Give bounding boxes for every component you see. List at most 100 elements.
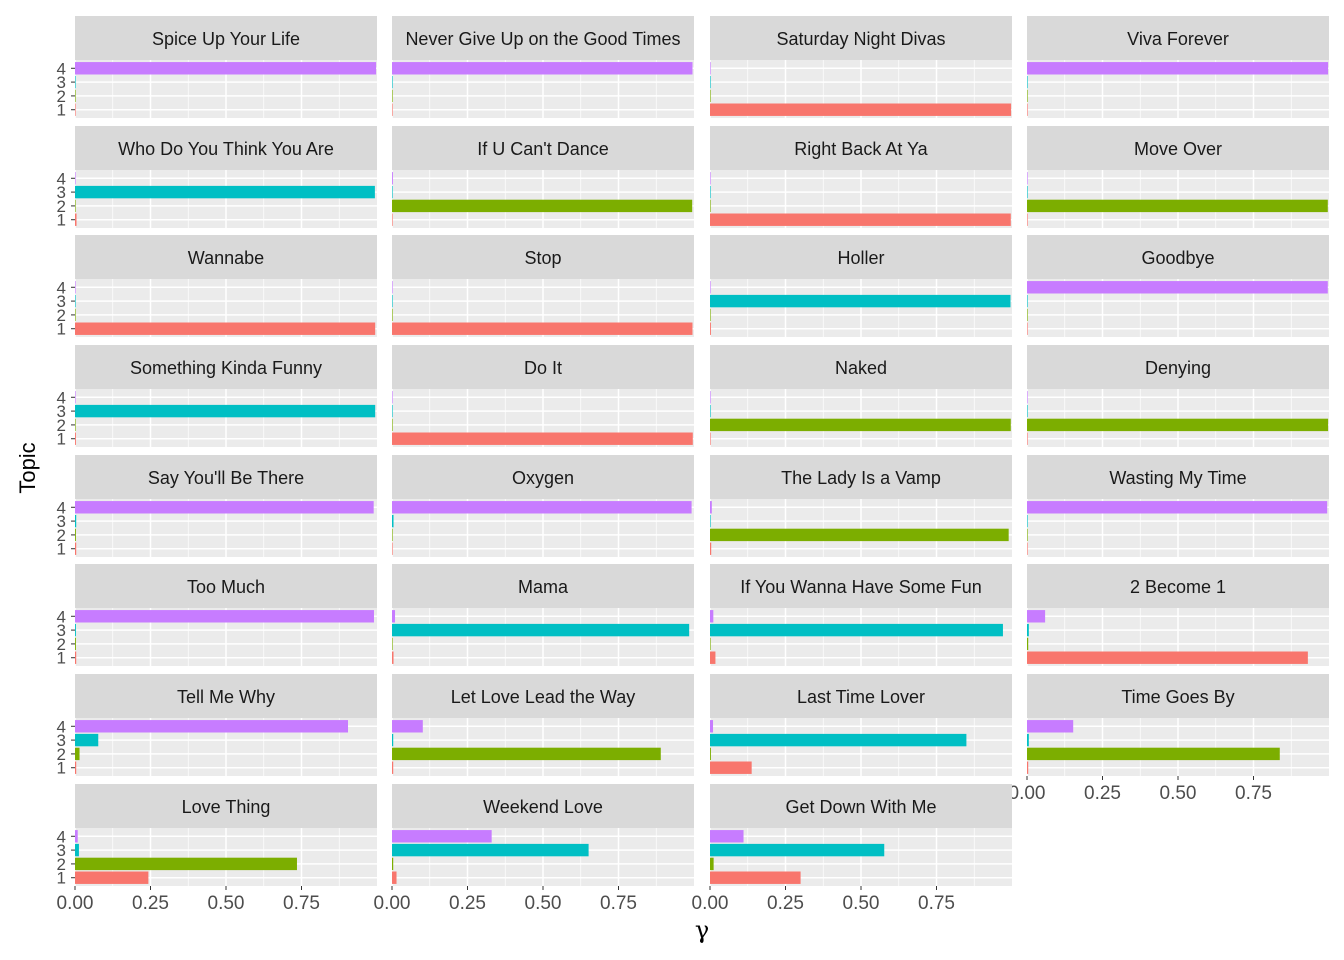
y-tick-label: 3: [57, 512, 66, 531]
facet-panel: If U Can't Dance: [391, 126, 694, 228]
y-tick-label: 3: [57, 621, 66, 640]
facet-strip: [392, 126, 694, 170]
facet-title: Last Time Lover: [797, 687, 925, 707]
facet-strip: [710, 455, 1012, 499]
bar-topic-3: [710, 185, 711, 199]
facet-panel: Move Over: [1026, 126, 1329, 228]
facet-panel: 2 Become 1: [1026, 564, 1329, 666]
facet-panel: Get Down With Me 0.00 0.25 0.50 0.75: [692, 784, 1012, 914]
bar-topic-1: [75, 103, 76, 116]
bar-topic-4: [1027, 391, 1028, 404]
facet-title: Never Give Up on the Good Times: [405, 29, 680, 49]
bar-topic-3: [1027, 404, 1028, 418]
bar-topic-2: [75, 857, 297, 871]
y-tick-label: 2: [57, 745, 66, 764]
x-tick-label: 0.00: [57, 893, 94, 914]
bar-topic-3: [710, 514, 711, 528]
bar-topic-4: [75, 830, 78, 843]
facet-title: Something Kinda Funny: [130, 358, 322, 378]
facet-panel: The Lady Is a Vamp: [709, 455, 1012, 557]
y-tick-label: 3: [57, 183, 66, 202]
y-tick-label: 3: [57, 73, 66, 92]
bar-topic-1: [1027, 542, 1028, 555]
bar-topic-1: [392, 871, 397, 884]
bar-topic-4: [75, 62, 377, 75]
bar-topic-1: [392, 432, 693, 445]
y-tick-label: 1: [57, 320, 66, 339]
facet-title: Do It: [524, 358, 562, 378]
facet-strip: [75, 784, 377, 828]
facet-title: Say You'll Be There: [148, 468, 304, 488]
facet-strip: [710, 345, 1012, 389]
x-tick-label: 0.25: [449, 893, 486, 914]
bar-topic-4: [75, 501, 374, 514]
bar-topic-1: [75, 432, 76, 445]
bar-topic-2: [1027, 308, 1028, 322]
facet-strip: [392, 455, 694, 499]
bar-topic-2: [392, 528, 393, 542]
facet-strip: [392, 674, 694, 718]
bar-topic-4: [392, 501, 692, 514]
bar-topic-3: [75, 294, 76, 308]
bar-topic-4: [710, 720, 714, 733]
facet-strip: [710, 784, 1012, 828]
facet-panel: Wasting My Time: [1026, 455, 1329, 557]
bar-topic-1: [392, 651, 394, 664]
facet-strip: [1027, 674, 1329, 718]
bar-topic-2: [710, 89, 711, 103]
bar-topic-3: [75, 733, 99, 747]
facet-strip: [75, 674, 377, 718]
facet-strip: [75, 345, 377, 389]
bar-topic-3: [1027, 185, 1028, 199]
bar-topic-4: [710, 830, 744, 843]
bar-topic-2: [75, 747, 80, 761]
bar-topic-3: [392, 733, 394, 747]
bar-topic-2: [392, 637, 393, 651]
bar-topic-2: [710, 857, 714, 871]
bar-topic-2: [75, 308, 76, 322]
bar-topic-2: [1027, 89, 1028, 103]
facet-title: Who Do You Think You Are: [118, 139, 334, 159]
bar-topic-2: [75, 528, 76, 542]
bar-topic-4: [710, 391, 711, 404]
y-tick-label: 2: [57, 526, 66, 545]
y-tick-label: 2: [57, 635, 66, 654]
x-tick-label: 0.25: [132, 893, 169, 914]
y-tick-label: 4: [57, 278, 66, 297]
facet-title: Viva Forever: [1127, 29, 1229, 49]
bar-topic-1: [392, 761, 394, 774]
y-tick-label: 2: [57, 197, 66, 216]
x-axis-title: γ: [695, 916, 709, 944]
facet-title: The Lady Is a Vamp: [781, 468, 941, 488]
bar-topic-1: [392, 213, 393, 226]
bar-topic-4: [392, 172, 393, 185]
bar-topic-2: [392, 199, 693, 213]
bar-topic-3: [710, 623, 1003, 637]
bar-topic-1: [710, 432, 711, 445]
bar-topic-2: [1027, 528, 1028, 542]
bar-topic-4: [392, 720, 423, 733]
bar-topic-4: [392, 62, 693, 75]
facet-strip: [392, 235, 694, 279]
facet-title: Move Over: [1134, 139, 1222, 159]
bar-topic-1: [710, 651, 716, 664]
facet-strip: [1027, 345, 1329, 389]
bar-topic-3: [75, 185, 375, 199]
y-tick-label: 1: [57, 430, 66, 449]
facet-strip: [710, 564, 1012, 608]
bar-topic-2: [392, 308, 393, 322]
y-tick-label: 2: [57, 306, 66, 325]
y-tick-label: 4: [57, 827, 66, 846]
facet-title: Right Back At Ya: [794, 139, 928, 159]
bar-topic-3: [392, 404, 393, 418]
bar-topic-2: [1027, 418, 1329, 432]
facet-strip: [1027, 235, 1329, 279]
bar-topic-4: [710, 62, 711, 75]
facet-title: 2 Become 1: [1130, 577, 1226, 597]
bar-topic-4: [392, 610, 396, 623]
facet-strip: [392, 564, 694, 608]
facet-strip: [710, 674, 1012, 718]
